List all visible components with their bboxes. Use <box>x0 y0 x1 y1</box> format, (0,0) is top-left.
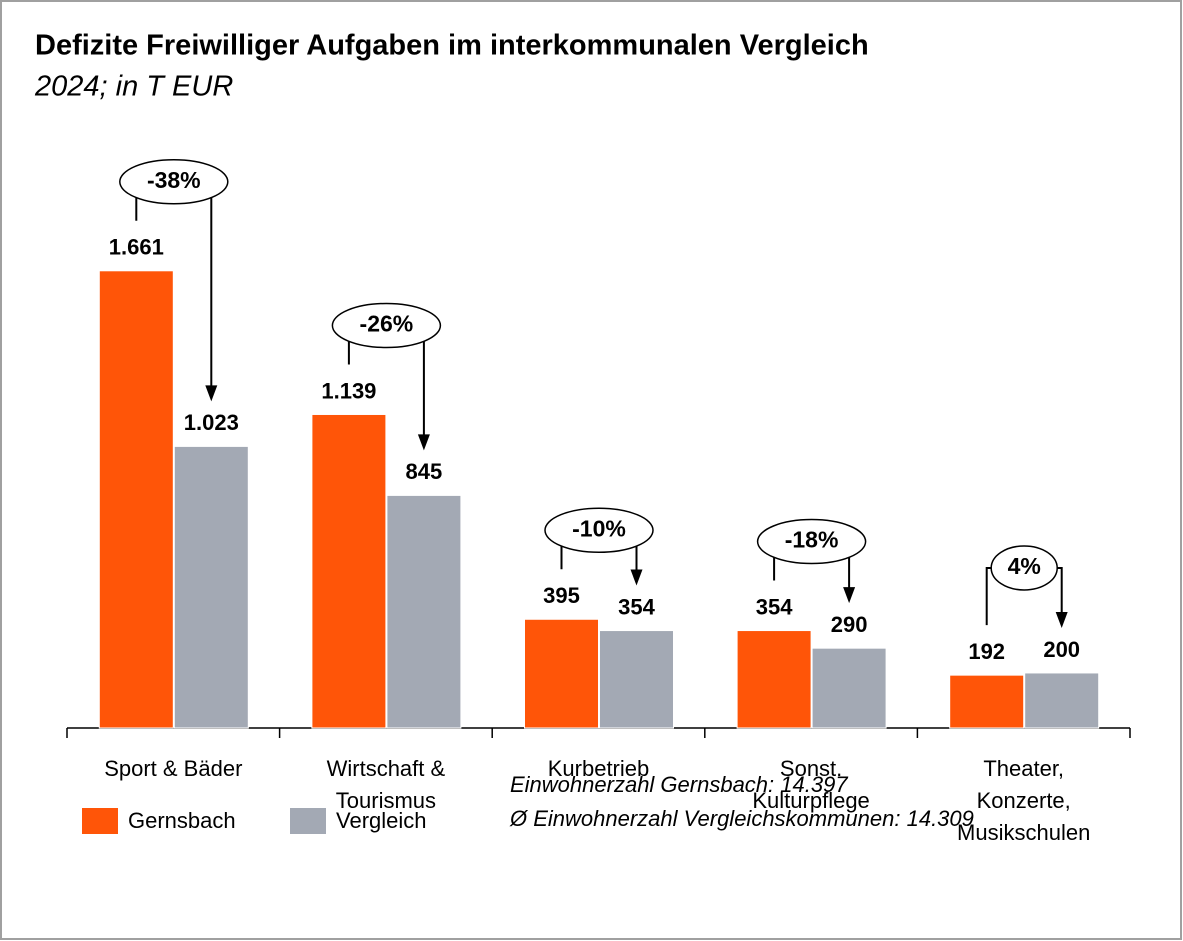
note: Ø Einwohnerzahl Vergleichskommunen: 14.3… <box>509 806 974 831</box>
data-label: 845 <box>406 459 443 484</box>
change-label: -38% <box>147 167 201 193</box>
change-label: -10% <box>572 515 626 541</box>
change-label: 4% <box>1008 553 1041 579</box>
x-tick-label: Wirtschaft & Tourismus <box>327 756 446 813</box>
arrow-head <box>1055 611 1068 628</box>
legend-swatch <box>82 808 118 834</box>
bar <box>386 494 462 729</box>
x-tick-label: Sonst. Kulturpflege <box>752 756 869 813</box>
chart-title: Defizite Freiwilliger Aufgaben im interk… <box>35 30 869 62</box>
arrow-head <box>843 587 856 604</box>
data-label: 395 <box>543 583 580 608</box>
change-bubble <box>756 518 867 565</box>
change-bubble <box>990 545 1058 591</box>
data-label: 354 <box>618 594 655 619</box>
data-label: 1.661 <box>109 235 164 260</box>
x-tick-label: Sport & Bäder <box>104 756 242 781</box>
bar <box>599 630 674 729</box>
change-label: -26% <box>360 311 414 337</box>
x-tick-label: Theater, Konzerte, Musikschulen <box>957 756 1090 845</box>
data-label: 1.139 <box>321 378 376 403</box>
legend-swatch <box>290 808 326 834</box>
change-bubble <box>544 507 654 554</box>
chart-subtitle: 2024; in T EUR <box>34 71 233 103</box>
data-label: 200 <box>1043 637 1080 662</box>
arrow-head <box>417 434 430 451</box>
x-tick-label: Kurbetrieb <box>548 756 650 781</box>
data-label: 354 <box>756 594 793 619</box>
bar <box>173 445 249 729</box>
legend-label: Gernsbach <box>128 808 236 833</box>
change-label: -18% <box>785 527 839 553</box>
bar <box>524 618 599 729</box>
data-label: 1.023 <box>184 410 239 435</box>
legend-label: Vergleich <box>336 808 427 833</box>
bar <box>949 674 1025 729</box>
bar <box>811 647 887 729</box>
bar <box>736 630 812 729</box>
arrow-head <box>205 385 218 402</box>
bar <box>311 413 387 729</box>
note: Einwohnerzahl Gernsbach: 14.397 <box>510 772 848 797</box>
bar <box>1024 672 1100 729</box>
arrow-head <box>630 569 643 586</box>
bar <box>98 270 174 729</box>
change-bubble <box>331 302 442 349</box>
data-label: 192 <box>968 639 1005 664</box>
data-label: 290 <box>831 612 868 637</box>
change-bubble <box>119 159 229 205</box>
